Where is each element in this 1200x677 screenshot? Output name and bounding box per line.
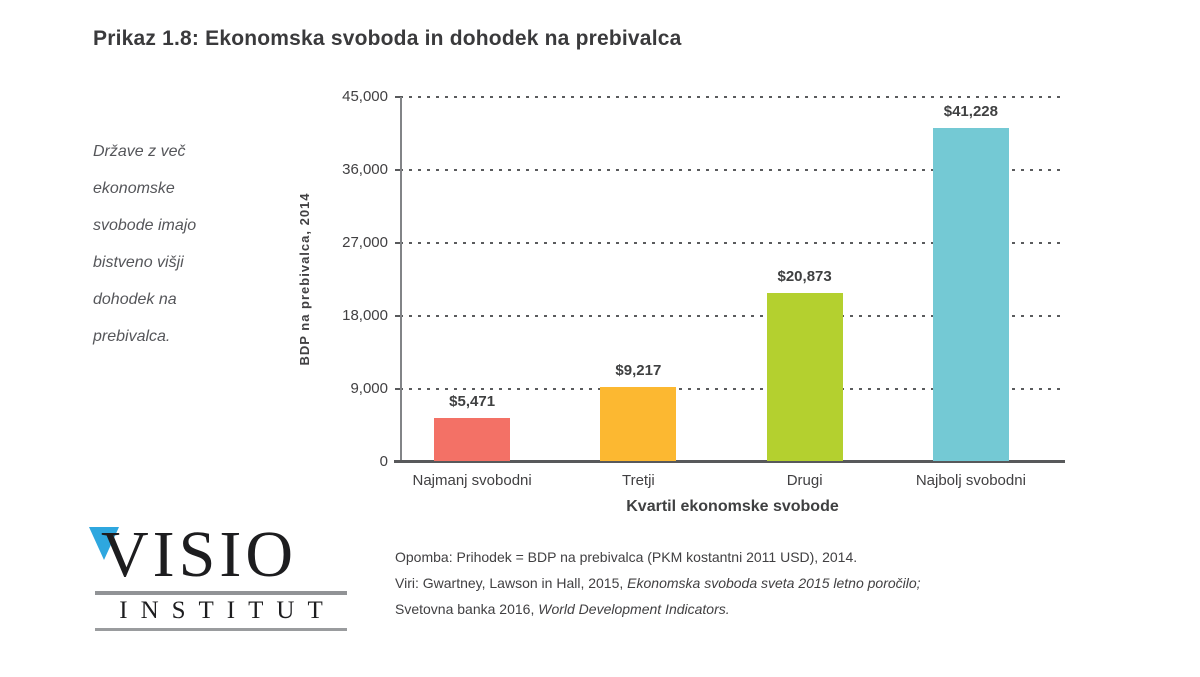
y-tick-label: 36,000 [342,161,388,178]
gridline [400,388,1065,390]
bar-4 [932,127,1009,461]
footnote-segment: Viri: Gwartney, Lawson in Hall, 2015, [395,575,628,591]
bar-value-label: $9,217 [615,362,662,380]
logo-wordmark: VISIO [101,518,297,591]
y-tick-label: 45,000 [342,88,388,105]
visio-institut-logo: VISIO INSTITUT [89,518,347,631]
footnote-line: Opomba: Prihodek = BDP na prebivalca (PK… [395,544,921,570]
bar-1 [434,417,511,461]
logo-subtitle: INSTITUT [119,597,336,624]
y-tick [395,315,403,317]
y-tick-label: 27,000 [342,234,388,251]
bar-2 [600,387,677,461]
bar-value-label: $5,471 [449,392,496,410]
logo-rule-bottom [95,628,347,631]
x-axis-title: Kvartil ekonomske svobode [626,498,839,515]
y-tick-label: 9,000 [350,380,388,397]
gridline [400,169,1065,171]
footnote-segment: Opomba: Prihodek = BDP na prebivalca (PK… [395,549,858,565]
logo-triangle-icon [89,527,119,560]
y-tick-label: 18,000 [342,307,388,324]
gridline [400,96,1065,98]
footnote-italic-segment: World Development Indicators. [538,601,730,617]
y-tick [395,169,403,171]
x-axis-line [394,460,1065,463]
x-category-label: Najbolj svobodni [915,472,1026,489]
gridline [400,242,1065,244]
footnote-line: Viri: Gwartney, Lawson in Hall, 2015, Ek… [395,570,921,596]
y-tick [395,388,403,390]
bar-value-label: $41,228 [943,102,998,120]
y-axis-title: BDP na prebivalca, 2014 [297,192,312,366]
sidenote-text: Države z več ekonomske svobode imajo bis… [93,143,197,345]
y-axis-line [400,97,402,462]
gridline [400,315,1065,317]
x-category-label: Najmanj svobodni [412,472,532,489]
plot-area: 0 9,000 18,000 27,000 36,000 45,000 $5,471 Najm… [342,88,1065,489]
y-tick [395,242,403,244]
footnote-italic-segment: Ekonomska svoboda sveta 2015 letno poroč… [627,575,921,591]
y-tick [395,96,403,98]
footnote-segment: Svetovna banka 2016, [395,601,539,617]
bar-value-label: $20,873 [777,267,832,285]
footnote: Opomba: Prihodek = BDP na prebivalca (PK… [395,544,921,622]
logo-rule-top [95,591,347,595]
bar-3 [766,292,843,461]
y-tick-label: 0 [379,453,388,470]
footnote-line: Svetovna banka 2016, World Development I… [395,596,921,622]
x-category-label: Drugi [786,472,823,489]
x-category-label: Tretji [621,472,655,489]
figure-title: Prikaz 1.8: Ekonomska svoboda in dohodek… [93,27,682,50]
